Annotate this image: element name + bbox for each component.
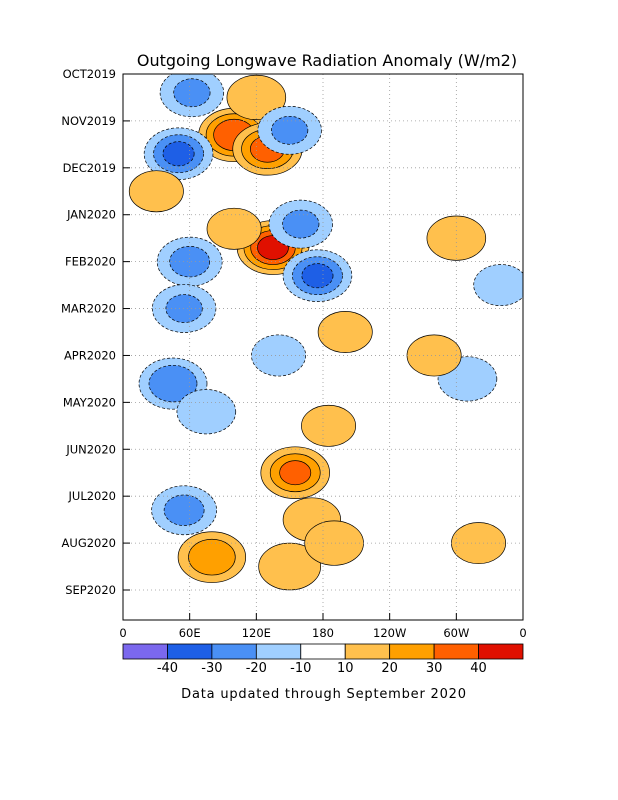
colorbar-label: -20 <box>246 661 267 676</box>
anomaly-contour <box>162 141 195 167</box>
colorbar-label: -40 <box>157 661 178 676</box>
colorbar: -40 -30 -20 -10 10 20 30 40 <box>122 643 524 676</box>
anomaly-contour <box>206 207 262 250</box>
footer-note: Data updated through September 2020 <box>181 687 467 702</box>
colorbar-swatch <box>344 643 391 660</box>
x-tick-label: 180 <box>312 626 334 640</box>
colorbar-swatch <box>389 643 435 660</box>
x-tick-label: 60E <box>179 626 201 640</box>
anomaly-contour <box>148 364 198 403</box>
anomaly-contour <box>165 294 203 323</box>
colorbar-swatch <box>300 643 346 660</box>
anomaly-blob <box>260 446 330 499</box>
y-tick-label: SEP2020 <box>65 583 116 597</box>
colorbar-label: -30 <box>201 661 222 676</box>
colorbar-swatch <box>433 643 479 660</box>
anomaly-blob <box>151 485 217 536</box>
colorbar-swatch <box>255 643 302 660</box>
anomaly-field <box>128 74 523 591</box>
anomaly-contour <box>301 404 357 447</box>
anomaly-blob <box>301 404 357 447</box>
anomaly-blob <box>151 284 217 333</box>
y-tick-label: MAR2020 <box>61 302 116 316</box>
anomaly-contour <box>258 542 322 591</box>
colorbar-swatch <box>211 643 257 660</box>
y-tick-label: JAN2020 <box>66 208 116 222</box>
y-tick-label: FEB2020 <box>65 255 116 269</box>
anomaly-contour <box>128 170 184 213</box>
colorbar-swatch <box>478 643 524 660</box>
colorbar-swatch <box>167 643 213 660</box>
anomaly-contour <box>271 115 309 145</box>
anomaly-contour <box>304 520 364 566</box>
colorbar-label: -10 <box>290 661 311 676</box>
y-tick-label: JUL2020 <box>68 489 116 503</box>
y-tick-label: NOV2019 <box>61 114 116 128</box>
colorbar-label: 40 <box>470 661 487 676</box>
x-axis: 0 60E 120E 180 120W 60W 0 <box>119 613 527 640</box>
y-axis: OCT2019 NOV2019 DEC2019 JAN2020 FEB2020 MAR20… <box>61 67 130 597</box>
anomaly-blob <box>258 542 322 591</box>
anomaly-blob <box>257 105 322 155</box>
x-tick-label: 0 <box>519 626 526 640</box>
anomaly-blob <box>304 520 364 566</box>
anomaly-blob <box>159 74 225 118</box>
grid-lines <box>123 74 523 620</box>
anomaly-blob <box>473 264 523 307</box>
colorbar-label: 20 <box>381 661 398 676</box>
anomaly-contour <box>176 389 237 435</box>
x-tick-label: 120E <box>242 626 271 640</box>
colorbar-label: 10 <box>337 661 354 676</box>
anomaly-contour <box>173 78 211 108</box>
anomaly-blob <box>143 127 214 180</box>
anomaly-contour <box>279 460 312 486</box>
anomaly-blob <box>251 334 307 377</box>
plot-area <box>122 73 524 621</box>
y-tick-label: APR2020 <box>64 348 116 362</box>
anomaly-contour <box>251 334 307 377</box>
anomaly-contour <box>163 494 205 526</box>
colorbar-label: 30 <box>426 661 443 676</box>
anomaly-contour <box>301 263 334 289</box>
anomaly-blob <box>282 249 353 302</box>
y-tick-label: DEC2019 <box>63 161 116 175</box>
anomaly-blob <box>177 531 247 583</box>
anomaly-blob <box>268 199 333 249</box>
anomaly-blob <box>206 207 262 250</box>
anomaly-contour <box>317 311 373 353</box>
anomaly-blob <box>128 170 184 213</box>
anomaly-contour <box>188 538 236 576</box>
anomaly-blob <box>156 236 223 287</box>
anomaly-blob <box>176 389 237 435</box>
y-tick-label: JUN2020 <box>65 442 116 456</box>
chart-title: Outgoing Longwave Radiation Anomaly (W/m… <box>137 51 517 70</box>
anomaly-blob <box>226 74 287 121</box>
anomaly-contour <box>282 209 320 239</box>
x-tick-label: 60W <box>443 626 469 640</box>
anomaly-contour <box>473 264 523 307</box>
anomaly-blob <box>317 311 373 353</box>
y-tick-label: MAY2020 <box>63 395 116 409</box>
x-tick-label: 120W <box>373 626 406 640</box>
y-tick-label: OCT2019 <box>63 67 116 81</box>
y-tick-label: AUG2020 <box>62 536 116 550</box>
x-tick-label: 0 <box>119 626 126 640</box>
anomaly-contour <box>169 245 211 278</box>
anomaly-contour <box>226 74 287 121</box>
colorbar-swatch <box>122 643 168 660</box>
